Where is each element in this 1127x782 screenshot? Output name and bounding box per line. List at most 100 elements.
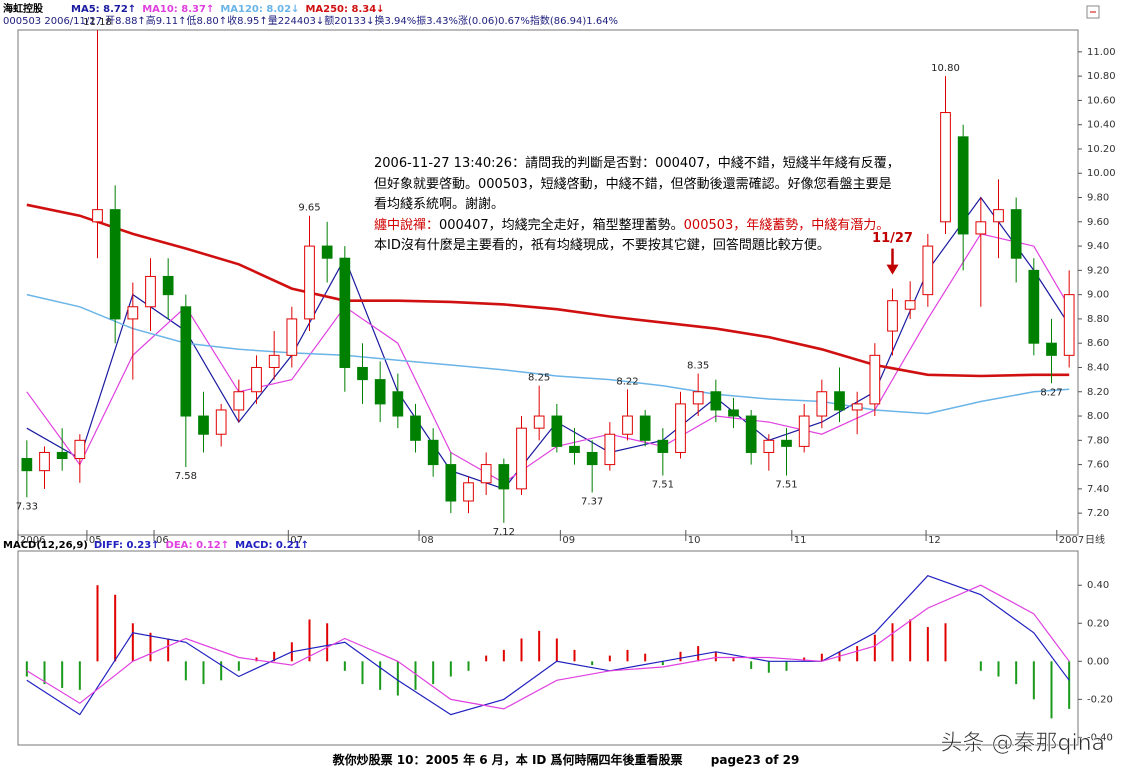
candle-body xyxy=(657,439,669,453)
candle-body xyxy=(569,445,580,453)
y-tick-label: 8.60 xyxy=(1087,338,1109,349)
candle-body xyxy=(392,391,404,417)
y-tick-label: 7.60 xyxy=(1087,460,1109,471)
x-tick-label: 10 xyxy=(688,535,701,546)
price-label: 7.51 xyxy=(775,480,797,491)
price-label: 9.65 xyxy=(298,203,320,214)
y-tick-label: 10.80 xyxy=(1087,71,1116,82)
candle-body xyxy=(198,415,209,435)
candle-body xyxy=(145,275,156,308)
candle-body xyxy=(321,245,333,259)
y-tick-label: 7.80 xyxy=(1087,435,1109,446)
price-label: 8.22 xyxy=(616,376,638,387)
candle-body xyxy=(127,306,139,320)
candle-body xyxy=(162,275,174,296)
panel-frame xyxy=(17,550,1079,746)
macd-header: MACD(12,26,9) DIFF: 0.23↑ DEA: 0.12↑ MACD: … xyxy=(3,540,309,551)
x-tick-label: 09 xyxy=(562,535,575,546)
price-label: 10.80 xyxy=(931,63,960,74)
y-tick-label: 8.20 xyxy=(1087,387,1109,398)
legend-entry: MACD: 0.21↑ xyxy=(235,540,309,551)
y-tick-label: 11.00 xyxy=(1087,47,1116,58)
candle-body xyxy=(445,464,457,502)
date-marker-head xyxy=(886,264,899,275)
x-tick-label: 2006 xyxy=(20,535,45,546)
y-tick-label: 10.60 xyxy=(1087,95,1116,106)
y-tick-label: 0.20 xyxy=(1087,618,1109,629)
candle-body xyxy=(781,439,792,447)
candle-body xyxy=(639,415,651,441)
legend-entry: DEA: 0.12↑ xyxy=(166,540,230,551)
price-label: 7.33 xyxy=(16,501,38,512)
footer: 教你炒股票 10：2005 年 6 月，本 ID 爲何時隔四年後重看股票 pag… xyxy=(332,752,800,767)
comment-line: 但好象就要啓動。000503，短綫啓動，中綫不錯，但啓動後還需確認。好像您看盤主… xyxy=(374,175,900,196)
x-axis-label: 日线 xyxy=(1085,533,1105,546)
price-label: 8.27 xyxy=(1040,387,1062,398)
y-tick-label: 10.00 xyxy=(1087,168,1116,179)
candle-body xyxy=(975,221,987,235)
candle-body xyxy=(109,209,121,320)
price-label: 7.51 xyxy=(652,480,674,491)
candle-body xyxy=(39,451,50,472)
candle-body xyxy=(92,209,103,223)
candle-body xyxy=(816,391,828,417)
y-tick-label: 0.40 xyxy=(1087,580,1109,591)
comment-text: 2006-11-27 13:40:26：請問我的判斷是否對：000407，中綫不… xyxy=(374,156,900,171)
candle-body xyxy=(251,366,262,393)
comment-text: 但好象就要啓動。000503，短綫啓動，中綫不錯，但啓動後還需確認。好像您看盤主… xyxy=(374,176,892,192)
quote-line: 000503 2006/11/27 开8.88↑高9.11↑低8.80↑收8.9… xyxy=(3,14,618,27)
panel-frame xyxy=(17,29,1079,536)
candle-body xyxy=(869,354,881,405)
candle-body xyxy=(834,391,845,411)
candle-body xyxy=(710,391,722,411)
header-line: 海虹控股 MA5: 8.72↑ MA10: 8.37↑ MA120: 8.02↓ MA2… xyxy=(3,2,385,15)
price-label: 7.37 xyxy=(581,497,603,508)
watermark: 头条 @秦那qina xyxy=(941,731,1106,756)
comment-block: 2006-11-27 13:40:26：請問我的判斷是否對：000407，中綫不… xyxy=(374,154,900,257)
candle-body xyxy=(728,409,739,417)
ma-line xyxy=(26,575,1070,716)
candle-body xyxy=(993,209,1004,223)
candle-body xyxy=(692,391,704,405)
candle-body xyxy=(798,415,810,447)
y-tick-label: 9.00 xyxy=(1087,290,1109,301)
candle-body xyxy=(21,458,33,472)
comment-line: 看均綫系統啊。謝謝。 xyxy=(374,195,900,216)
price-label: 8.35 xyxy=(687,361,709,372)
y-tick-label: -0.20 xyxy=(1087,694,1113,705)
comment-line: 2006-11-27 13:40:26：請問我的判斷是否對：000407，中綫不… xyxy=(374,154,900,175)
candle-body xyxy=(1063,294,1075,356)
x-tick-label: 08 xyxy=(421,535,434,546)
candle-body xyxy=(180,306,192,417)
candle-body xyxy=(745,415,757,453)
candle-body xyxy=(1046,342,1057,356)
candle-body xyxy=(215,409,227,435)
y-tick-label: 0.00 xyxy=(1087,656,1109,667)
candle-body xyxy=(940,112,951,223)
y-tick-label: 10.40 xyxy=(1087,120,1116,131)
ma-line xyxy=(26,203,1070,378)
legend-entry: MA250: 8.34↓ xyxy=(305,4,384,15)
y-tick-label: 9.40 xyxy=(1087,241,1109,252)
x-tick-label: 05 xyxy=(89,535,102,546)
y-tick-label: -0.40 xyxy=(1087,732,1113,743)
footer-caption: 教你炒股票 10：2005 年 6 月，本 ID 爲何時隔四年後重看股票 xyxy=(332,752,683,767)
x-tick-label: 11 xyxy=(794,535,807,546)
comment-text: 000503，年綫蓄勢，中綫有潛力。 xyxy=(683,217,890,233)
candle-body xyxy=(904,300,916,310)
candle-body xyxy=(516,427,527,490)
legend-entry: MA120: 8.02↓ xyxy=(220,4,299,15)
candle-body xyxy=(586,451,598,466)
candle-body xyxy=(763,439,775,453)
x-tick-label: 12 xyxy=(928,535,941,546)
y-tick-label: 9.60 xyxy=(1087,217,1109,228)
y-tick-label: 9.20 xyxy=(1087,265,1109,276)
y-tick-label: 8.40 xyxy=(1087,362,1109,373)
legend-entry: MA5: 8.72↑ xyxy=(71,4,136,15)
candle-body xyxy=(622,415,633,435)
candle-body xyxy=(410,415,421,441)
candle-body xyxy=(268,354,280,368)
y-tick-label: 7.40 xyxy=(1087,484,1109,495)
